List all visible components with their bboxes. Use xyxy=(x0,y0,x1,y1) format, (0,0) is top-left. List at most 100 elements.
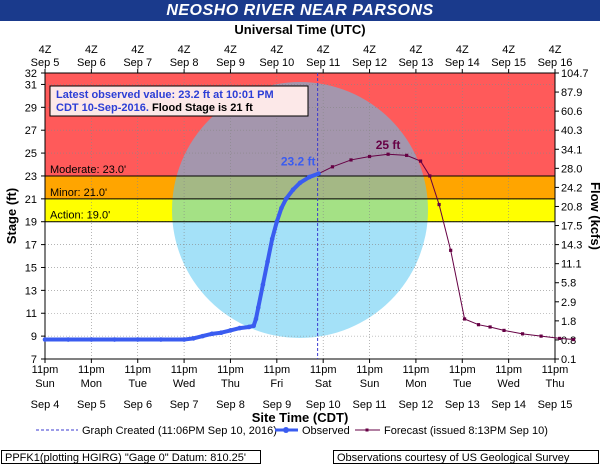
observed-point xyxy=(135,337,141,342)
observed-point xyxy=(89,337,94,342)
top-tick-label-date: Sep 12 xyxy=(352,57,387,69)
bottom-tick-label-date: Sep 10 xyxy=(306,399,341,411)
bottom-tick-label-day: Wed xyxy=(173,378,195,390)
forecast-point xyxy=(571,337,576,342)
crest-label: 25 ft xyxy=(376,138,401,152)
legend-forecast: Forecast (issued 8:13PM Sep 10) xyxy=(384,425,548,437)
forecast-point xyxy=(449,248,453,252)
observed-point xyxy=(218,330,224,335)
observed-point xyxy=(306,174,312,180)
info-flood-stage: Flood Stage is 21 ft xyxy=(149,102,253,114)
bottom-tick-label-time: 11pm xyxy=(310,364,337,376)
observed-point xyxy=(274,219,280,225)
observed-point xyxy=(251,323,256,329)
observed-point xyxy=(181,337,187,342)
bottom-tick-label-day: Tue xyxy=(128,378,147,390)
bottom-tick-label-date: Sep 6 xyxy=(123,399,152,411)
forecast-point xyxy=(437,202,441,207)
forecast-point xyxy=(520,332,525,336)
y-right-tick-label: 87.9 xyxy=(561,87,582,99)
y-left-tick-label: 11 xyxy=(26,308,37,320)
observed-point xyxy=(316,171,321,176)
bottom-tick-label-time: 11pm xyxy=(171,364,198,376)
top-tick-label-date: Sep 13 xyxy=(398,57,433,69)
observed-point xyxy=(191,336,196,341)
top-tick-label-utc: 4Z xyxy=(456,44,469,56)
flood-label-minor: Minor: 21.0' xyxy=(50,187,107,199)
top-tick-label-date: Sep 14 xyxy=(445,57,480,69)
bottom-tick-label-time: 11pm xyxy=(542,364,569,376)
bottom-tick-label-day: Thu xyxy=(546,378,565,390)
y-left-tick-label: 32 xyxy=(25,68,37,80)
forecast-point xyxy=(476,323,481,327)
y-right-tick-label: 11.1 xyxy=(561,259,582,271)
flood-label-action: Action: 19.0' xyxy=(50,210,110,222)
forecast-point xyxy=(539,334,543,338)
bottom-tick-label-day: Mon xyxy=(405,378,426,390)
forecast-point xyxy=(386,152,390,156)
info-line-1: Latest observed value: 23.2 ft at 10:01 … xyxy=(56,89,274,101)
legend-observed: Observed xyxy=(302,425,350,437)
y-left-tick-label: 23 xyxy=(25,171,37,183)
observed-point xyxy=(290,187,296,192)
forecast-point xyxy=(330,165,335,169)
y-left-tick-label: 9 xyxy=(31,331,37,343)
observed-point xyxy=(209,331,215,337)
y-right-tick-label: 5.8 xyxy=(561,278,576,290)
forecast-point xyxy=(428,174,432,178)
y-left-tick-label: 17 xyxy=(25,240,37,252)
top-tick-label-utc: 4Z xyxy=(409,44,422,56)
y-left-tick-label: 19 xyxy=(25,217,37,229)
top-tick-label-utc: 4Z xyxy=(363,44,376,56)
bottom-tick-label-date: Sep 4 xyxy=(31,399,60,411)
bottom-tick-label-time: 11pm xyxy=(32,364,59,376)
forecast-point xyxy=(488,325,492,329)
top-tick-label-utc: 4Z xyxy=(317,44,330,56)
top-tick-label-date: Sep 8 xyxy=(170,57,199,69)
top-tick-label-utc: 4Z xyxy=(85,44,98,56)
datum-footer: PPFK1(plotting HGIRG) "Gage 0" Datum: 81… xyxy=(1,450,261,464)
top-tick-label-date: Sep 5 xyxy=(31,57,60,69)
y-right-tick-label: 24.2 xyxy=(561,182,582,194)
bottom-tick-label-date: Sep 15 xyxy=(538,399,573,411)
top-tick-label-utc: 4Z xyxy=(224,44,237,56)
y-left-tick-label: 21 xyxy=(25,194,37,206)
legend-forecast-marker xyxy=(365,428,369,432)
observed-point xyxy=(228,328,233,333)
y-right-tick-label: 40.3 xyxy=(561,125,582,137)
bottom-tick-label-day: Wed xyxy=(497,378,519,390)
top-tick-label-utc: 4Z xyxy=(39,44,52,56)
top-tick-label-utc: 4Z xyxy=(549,44,562,56)
forecast-point xyxy=(418,159,423,163)
y-right-tick-label: 0.1 xyxy=(561,354,576,366)
info-box xyxy=(49,85,309,117)
top-tick-label-utc: 4Z xyxy=(131,44,144,56)
forecast-point xyxy=(558,336,562,341)
bottom-tick-label-date: Sep 9 xyxy=(262,399,291,411)
bottom-tick-label-time: 11pm xyxy=(217,364,244,376)
info-line-2: CDT 10-Sep-2016. Flood Stage is 21 ft xyxy=(56,102,253,114)
y-left-tick-label: 27 xyxy=(25,125,37,137)
y-right-tick-label: 0.8 xyxy=(561,335,576,347)
y-right-tick-label: 2.9 xyxy=(561,297,576,309)
bottom-axis-title: Site Time (CDT) xyxy=(252,410,349,425)
observed-point xyxy=(253,316,259,322)
bottom-tick-label-day: Mon xyxy=(81,378,102,390)
bottom-tick-label-time: 11pm xyxy=(449,364,476,376)
bottom-tick-label-date: Sep 14 xyxy=(491,399,526,411)
y-right-tick-label: 104.7 xyxy=(561,68,589,80)
observed-point xyxy=(269,236,275,242)
y-left-tick-label: 31 xyxy=(25,79,37,91)
y-left-axis-title: Stage (ft) xyxy=(4,188,19,244)
top-axis-title: Universal Time (UTC) xyxy=(234,22,365,37)
bottom-tick-label-day: Tue xyxy=(453,378,472,390)
legend-graph-created: Graph Created (11:06PM Sep 10, 2016) xyxy=(82,425,277,437)
observed-point xyxy=(237,325,243,331)
top-tick-label-utc: 4Z xyxy=(502,44,515,56)
observed-point xyxy=(42,337,48,342)
top-tick-label-date: Sep 15 xyxy=(491,57,526,69)
y-right-tick-label: 17.5 xyxy=(561,221,582,233)
bottom-tick-label-time: 11pm xyxy=(356,364,383,376)
y-left-tick-label: 29 xyxy=(25,102,37,114)
bottom-tick-label-time: 11pm xyxy=(78,364,105,376)
